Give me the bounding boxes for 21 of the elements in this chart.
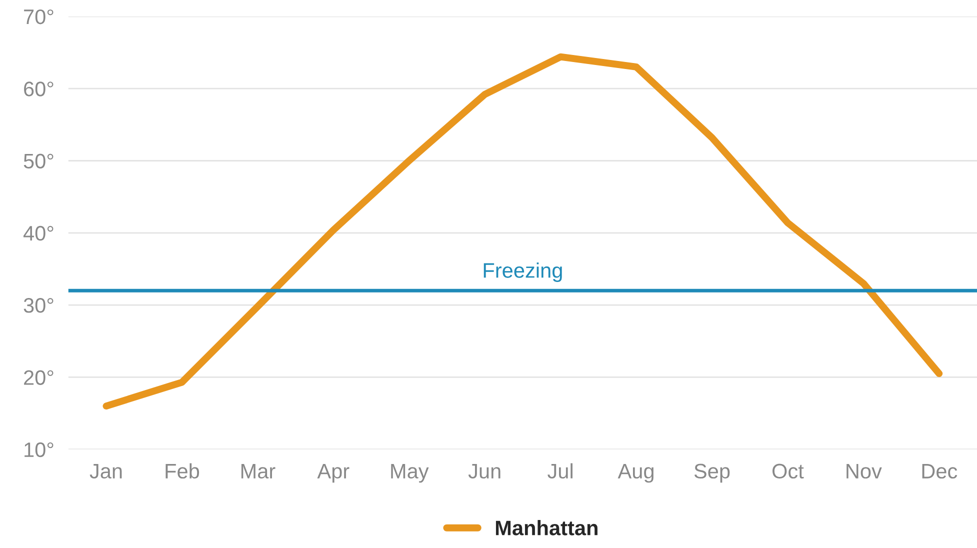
x-tick-label: Mar: [241, 464, 276, 479]
ref-line-label: Freezing: [484, 262, 562, 282]
x-tick-label: Apr: [317, 464, 350, 483]
x-tick-label: Dec: [922, 464, 958, 479]
x-tick-label: Feb: [166, 463, 200, 479]
y-tick-label: 30°: [24, 298, 54, 313]
y-tick-label: 70°: [24, 9, 54, 24]
x-tick-label: May: [391, 464, 429, 483]
x-tick-label: Jan: [90, 464, 122, 479]
y-tick-label: 20°: [24, 370, 54, 385]
x-tick-label: Jun: [468, 464, 500, 479]
y-tick-label: 40°: [23, 226, 54, 241]
x-tick-label: Nov: [846, 464, 882, 479]
legend-label: Manhattan: [496, 520, 598, 536]
x-tick-label: Sep: [694, 464, 730, 483]
x-tick-label: Jul: [548, 463, 572, 479]
x-tick-label: Aug: [618, 464, 654, 483]
y-tick-label: 60°: [24, 82, 54, 96]
y-tick-label: 10°: [24, 442, 54, 458]
y-tick-label: 50°: [24, 154, 54, 168]
x-tick-label: Oct: [772, 464, 804, 479]
